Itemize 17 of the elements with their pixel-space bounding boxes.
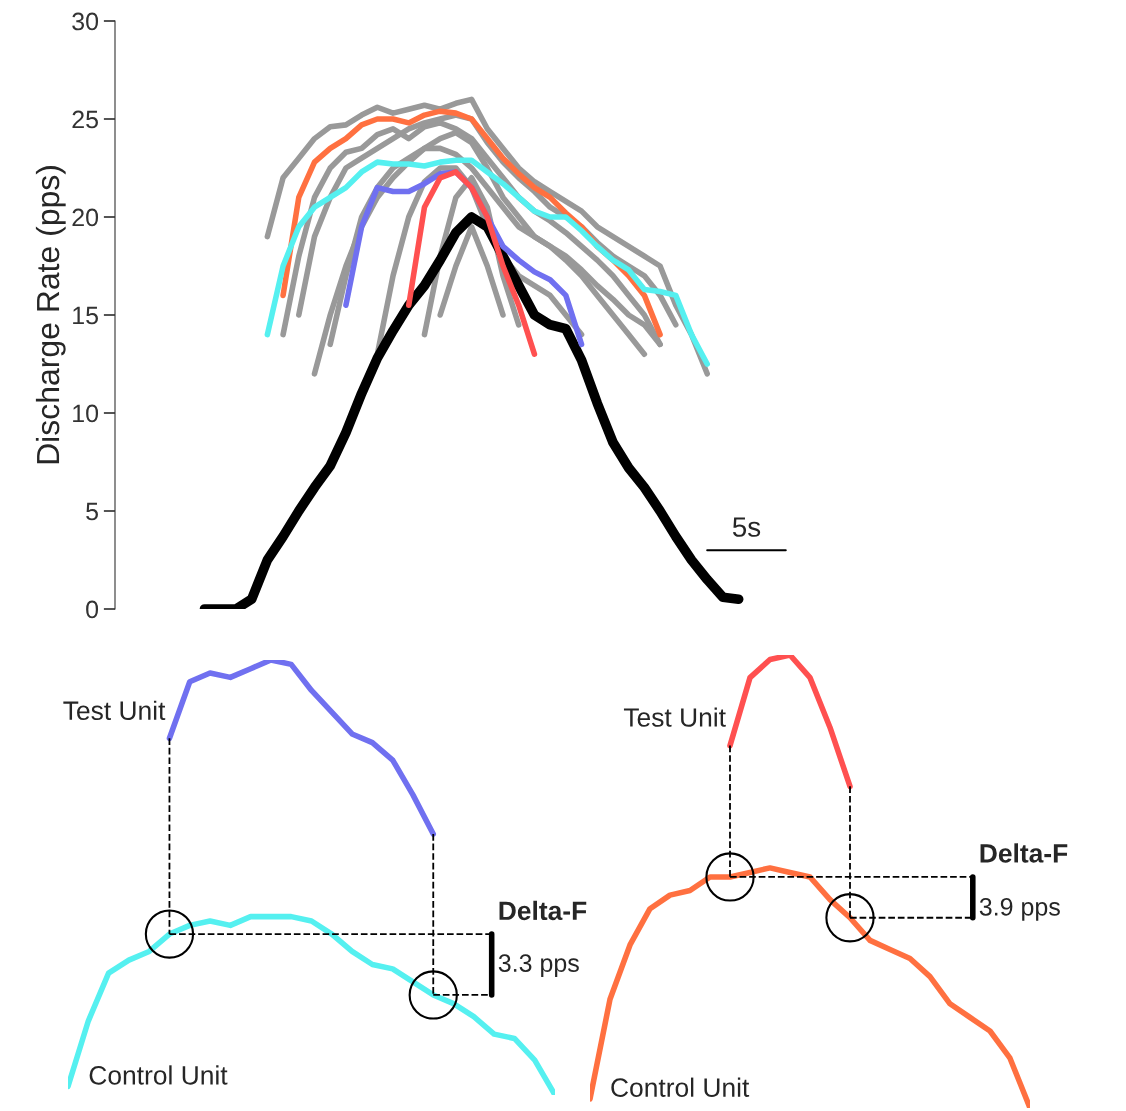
y-tick-label: 25 <box>72 110 98 129</box>
series-label: Test Unit <box>63 700 166 721</box>
y-tick-label: 30 <box>72 12 99 31</box>
annotation: Delta-F <box>980 843 1068 863</box>
annotation: 3.3 pps <box>498 954 579 977</box>
series-label: Test Unit <box>623 707 726 727</box>
y-tick-label: 10 <box>73 404 99 423</box>
annotation: 5s <box>732 517 761 537</box>
y-tick-label: 20 <box>72 208 99 227</box>
y-tick-label: 0 <box>86 600 99 619</box>
series-label: Control Unit <box>89 1065 228 1085</box>
annotation: 3.9 pps <box>979 898 1060 921</box>
y-tick-label: 15 <box>73 306 98 325</box>
y-axis-title: Discharge Rate (pps) <box>35 166 66 464</box>
annotation: Delta-F <box>499 900 587 921</box>
y-tick-label: 5 <box>86 502 98 521</box>
series-label: Control Unit <box>611 1077 750 1097</box>
